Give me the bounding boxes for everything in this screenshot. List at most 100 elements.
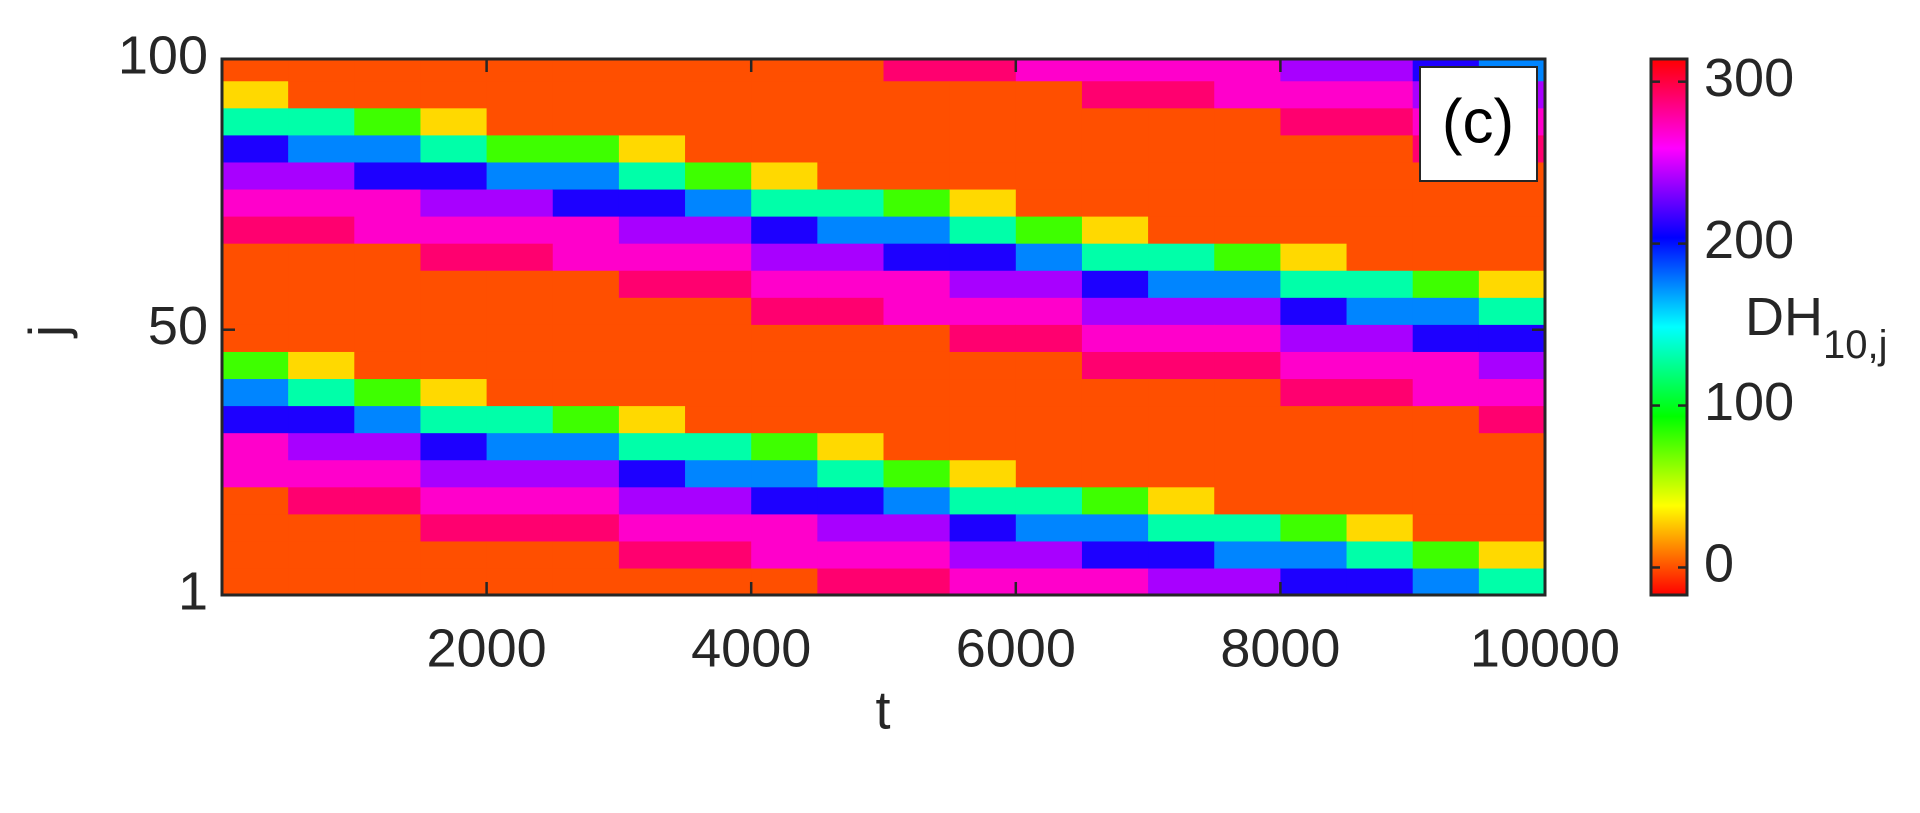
heatmap-cell (949, 216, 1017, 244)
heatmap-cell (420, 378, 488, 407)
heatmap-cell (685, 486, 752, 515)
heatmap-cell (552, 161, 620, 190)
heatmap-cell (288, 188, 355, 217)
heatmap-cell (1346, 80, 1414, 109)
heatmap-cell (949, 567, 1017, 595)
heatmap-cell (618, 540, 686, 569)
heatmap-cell (1346, 351, 1414, 380)
heatmap-cell (618, 270, 686, 298)
heatmap-cell (420, 161, 488, 190)
heatmap-cell (1346, 567, 1414, 595)
heatmap-cell (817, 107, 885, 136)
heatmap-cell (1214, 486, 1281, 515)
heatmap-cell (1214, 134, 1281, 163)
heatmap-cell (1081, 378, 1149, 407)
heatmap-cell (1214, 405, 1281, 434)
heatmap-cell (751, 216, 818, 244)
heatmap-cell (552, 297, 620, 325)
heatmap-cell (420, 540, 488, 569)
heatmap-cell (288, 161, 355, 190)
y-axis-label: j (18, 325, 78, 339)
heatmap-cell (618, 432, 686, 461)
heatmap-cell (1148, 80, 1215, 109)
heatmap-cell (751, 243, 818, 271)
heatmap-cell (552, 405, 620, 434)
heatmap-cell (685, 270, 752, 298)
heatmap-cell (354, 486, 422, 515)
heatmap-cell (288, 351, 355, 380)
heatmap-cell (685, 161, 752, 190)
colorbar-tick-label: 300 (1704, 48, 1794, 108)
heatmap-cell (618, 513, 686, 542)
heatmap-cell (354, 405, 422, 434)
heatmap-cell (1412, 216, 1480, 244)
heatmap-cell (883, 134, 951, 163)
heatmap-cell (486, 513, 554, 542)
heatmap-cell (222, 134, 289, 163)
heatmap-cell (1148, 513, 1215, 542)
heatmap-cell (1346, 134, 1414, 163)
heatmap-cell (1280, 540, 1348, 569)
heatmap-cell (817, 188, 885, 217)
colorbar-tick-label: 100 (1704, 372, 1794, 432)
heatmap-cell (1148, 567, 1215, 595)
heatmap-cell (1412, 324, 1480, 352)
y-tick-label: 1 (178, 561, 208, 621)
heatmap-cell (817, 378, 885, 407)
heatmap-cell (420, 188, 488, 217)
heatmap-cell (751, 161, 818, 190)
heatmap-cell (1148, 270, 1215, 298)
heatmap-cell (486, 540, 554, 569)
heatmap-cell (883, 80, 951, 109)
heatmap-cell (949, 405, 1017, 434)
colorbar-tick-label: 200 (1704, 210, 1794, 270)
heatmap-cell (1148, 107, 1215, 136)
heatmap-cell (486, 405, 554, 434)
heatmap-cell (751, 567, 818, 595)
heatmap-cell (552, 378, 620, 407)
heatmap-cell (1412, 405, 1480, 434)
heatmap-cell (883, 161, 951, 190)
heatmap-cell (618, 351, 686, 380)
heatmap-cell (1081, 459, 1149, 488)
heatmap-cell (751, 486, 818, 515)
heatmap-cell (618, 567, 686, 595)
heatmap-cell (288, 134, 355, 163)
heatmap-cell (420, 134, 488, 163)
heatmap-cell (817, 459, 885, 488)
heatmap-cell (618, 324, 686, 352)
heatmap-cell (1081, 188, 1149, 217)
heatmap-cell (1478, 270, 1545, 298)
heatmap-cell (354, 459, 422, 488)
heatmap-cell (288, 405, 355, 434)
heatmap-cell (1346, 243, 1414, 271)
heatmap-cell (1412, 567, 1480, 595)
colorbar-label-main: DH (1745, 287, 1823, 347)
heatmap-cell (817, 134, 885, 163)
heatmap-cell (949, 378, 1017, 407)
heatmap-cell (420, 459, 488, 488)
x-tick-label: 10000 (1470, 618, 1620, 678)
heatmap-cell (222, 351, 289, 380)
heatmap-cell (1280, 324, 1348, 352)
heatmap-cell (685, 107, 752, 136)
heatmap-cell (1280, 80, 1348, 109)
heatmap-cell (222, 378, 289, 407)
heatmap-cell (1346, 378, 1414, 407)
heatmap-cell (486, 324, 554, 352)
heatmap-cell (288, 540, 355, 569)
heatmap-cell (552, 59, 620, 82)
heatmap-cell (949, 188, 1017, 217)
heatmap-cell (949, 324, 1017, 352)
heatmap-cell (1280, 432, 1348, 461)
heatmap-cell (222, 459, 289, 488)
heatmap-cell (1148, 188, 1215, 217)
colorbar-tick-label: 0 (1704, 534, 1734, 594)
heatmap-cell (949, 161, 1017, 190)
heatmap-cell (1280, 59, 1348, 82)
x-tick-label: 4000 (691, 618, 811, 678)
heatmap-cell (1280, 378, 1348, 407)
heatmap-cell (751, 378, 818, 407)
heatmap-cell (883, 540, 951, 569)
